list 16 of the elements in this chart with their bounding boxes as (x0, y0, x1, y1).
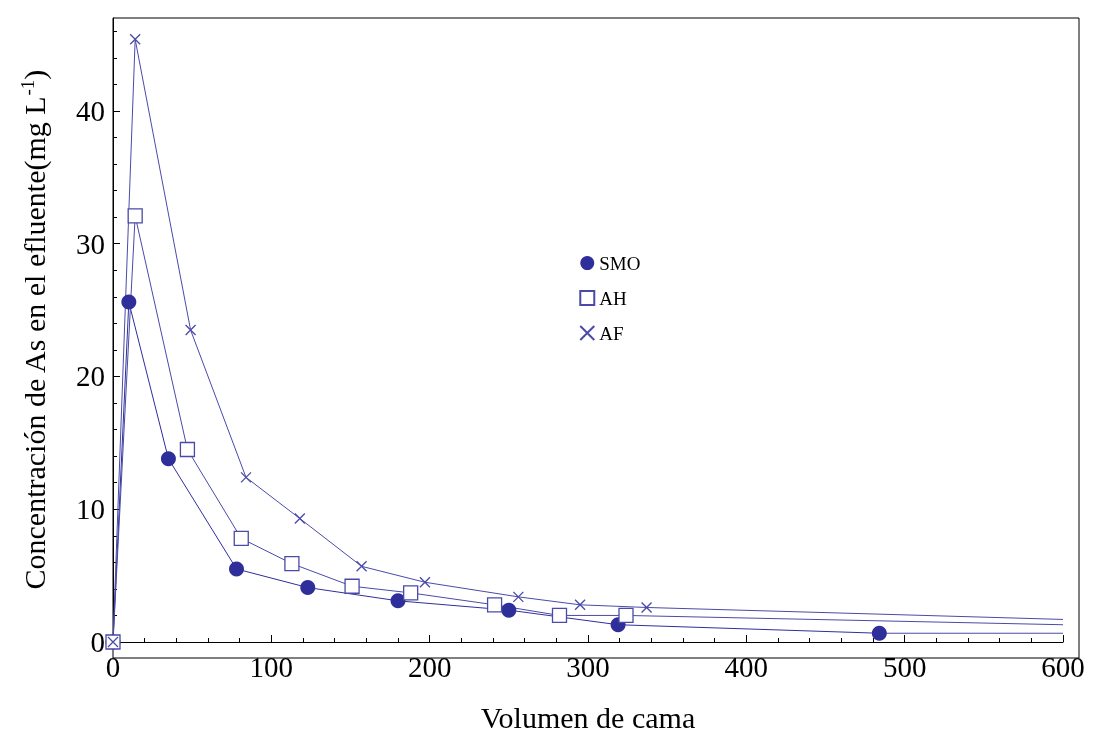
legend-label: SMO (599, 252, 641, 274)
x-tick-label: 100 (249, 650, 294, 683)
y-tick-label: 10 (76, 493, 105, 526)
y-tick-label: 0 (90, 626, 105, 658)
x-axis-title: Volumen de cama (480, 700, 696, 734)
x-tick-label: 400 (724, 650, 769, 683)
y-tick-label: 30 (76, 227, 105, 260)
x-tick-label: 200 (407, 650, 452, 683)
y-tick-label: 20 (76, 360, 105, 393)
y-tick-label: 40 (76, 94, 105, 127)
legend-label: AF (599, 322, 624, 344)
x-tick-label: 300 (566, 650, 610, 683)
x-tick-label: 500 (882, 650, 927, 683)
y-axis-title: Concentración de As en el efluente(mg L-1) (17, 69, 52, 590)
legend-label: AH (599, 287, 627, 309)
x-tick-label: 600 (1041, 650, 1085, 683)
